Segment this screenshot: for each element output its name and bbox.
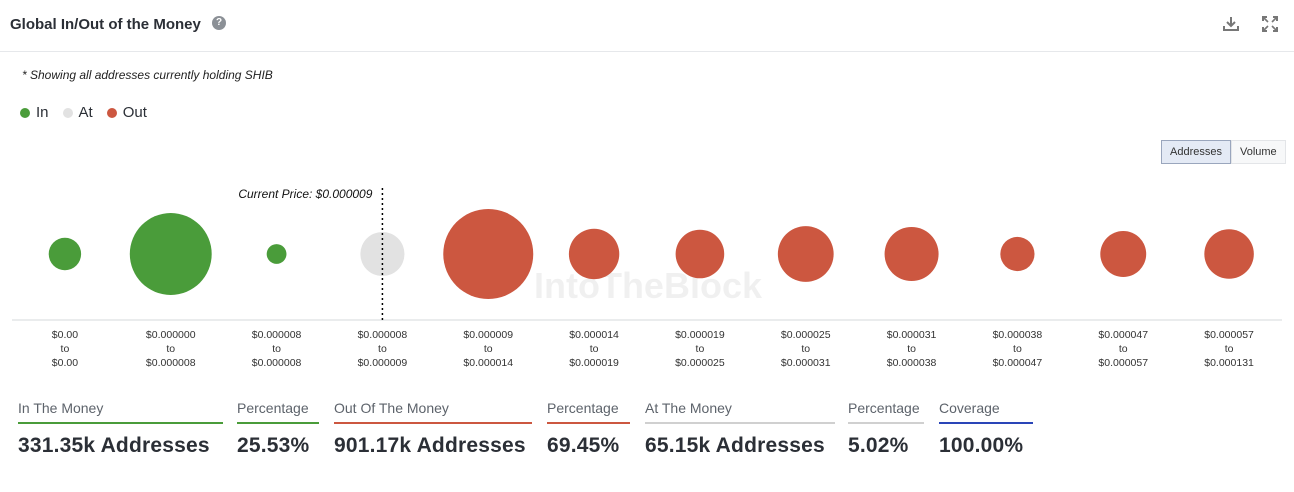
x-tick-label: $0.000038 — [887, 357, 937, 369]
stat-value: 331.35k Addresses — [18, 434, 210, 457]
stat-label: In The Money — [18, 400, 223, 424]
expand-icon[interactable] — [1261, 15, 1279, 33]
stat-in-percentage: Percentage 25.53% — [237, 400, 319, 458]
legend-label-at: At — [78, 104, 93, 121]
x-tick-label: $0.000131 — [1204, 357, 1254, 369]
stat-value: 65.15k Addresses — [645, 434, 825, 457]
bubble-chart: IntoTheBlock $0.00 to $0.00 $0.000000 to $0.00… — [12, 187, 1282, 369]
bubble-in — [48, 237, 82, 271]
legend-item-out[interactable]: Out — [106, 104, 147, 121]
stat-label: Percentage — [848, 400, 924, 424]
x-tick-label: $0.000009 — [463, 329, 513, 341]
x-tick-label: to — [801, 343, 810, 355]
x-tick-label: $0.00 — [52, 329, 78, 341]
x-tick-label: $0.000025 — [675, 357, 725, 369]
watermark-text: IntoTheBlock — [534, 265, 763, 306]
x-tick-label: $0.000031 — [781, 357, 831, 369]
stat-in-the-money: In The Money 331.35k Addresses — [18, 400, 223, 458]
bubble-in — [266, 244, 287, 264]
x-tick-label: $0.000008 — [252, 329, 302, 341]
x-tick-label: to — [166, 343, 175, 355]
stat-value: 25.53% — [237, 434, 310, 457]
stat-label: Percentage — [547, 400, 630, 424]
stat-label: Coverage — [939, 400, 1033, 424]
stat-label: At The Money — [645, 400, 835, 424]
stat-value: 100.00% — [939, 434, 1024, 457]
legend-dot-at — [62, 107, 73, 118]
stat-at-the-money: At The Money 65.15k Addresses — [645, 400, 835, 458]
stat-out-percentage: Percentage 69.45% — [547, 400, 630, 458]
stat-coverage: Coverage 100.00% — [939, 400, 1033, 458]
legend-label-in: In — [36, 104, 49, 121]
bubble-out — [777, 226, 834, 282]
legend-item-at[interactable]: At — [62, 104, 93, 121]
x-tick-label: to — [1225, 343, 1234, 355]
summary-stats: In The Money 331.35k Addresses Percentag… — [0, 400, 1294, 480]
question-circle-icon[interactable]: ? — [212, 16, 226, 30]
legend-dot-in — [20, 107, 30, 118]
bubble-out — [568, 228, 620, 280]
x-tick-label: $0.000009 — [358, 357, 408, 369]
page-title: Global In/Out of the Money — [10, 16, 201, 33]
stat-label: Percentage — [237, 400, 319, 424]
legend-item-in[interactable]: In — [20, 104, 49, 121]
bubble-out — [1204, 229, 1254, 279]
x-tick-label: $0.000047 — [993, 357, 1043, 369]
x-tick-label: $0.00 — [52, 357, 78, 369]
stat-out-of-the-money: Out Of The Money 901.17k Addresses — [334, 400, 532, 458]
volume-toggle-button[interactable]: Volume — [1230, 140, 1286, 164]
legend-label-out: Out — [122, 104, 147, 121]
stat-value: 5.02% — [848, 434, 909, 457]
bubble-out — [884, 227, 939, 281]
x-tick-label: $0.000057 — [1204, 329, 1254, 341]
x-tick-label: $0.000031 — [887, 329, 937, 341]
x-tick-label: $0.000008 — [146, 357, 196, 369]
x-tick-label: $0.000038 — [993, 329, 1043, 341]
x-tick-label: to — [272, 343, 281, 355]
addresses-toggle-button[interactable]: Addresses — [1161, 140, 1231, 164]
x-tick-label: to — [590, 343, 599, 355]
bubble-out — [443, 209, 534, 299]
x-tick-label: to — [378, 343, 387, 355]
x-tick-label: $0.000057 — [1098, 357, 1148, 369]
x-tick-label: to — [907, 343, 916, 355]
stat-label: Out Of The Money — [334, 400, 532, 424]
x-tick-label: $0.000014 — [569, 329, 619, 341]
bubble-out — [1100, 231, 1147, 277]
metric-toggle: Addresses Volume — [1161, 140, 1286, 164]
x-tick-label: $0.000025 — [781, 329, 831, 341]
stat-at-percentage: Percentage 5.02% — [848, 400, 924, 458]
x-tick-label: $0.000008 — [252, 357, 302, 369]
bubble-in — [129, 213, 212, 295]
x-tick-label: to — [61, 343, 70, 355]
stat-value: 69.45% — [547, 434, 620, 457]
bubble-out — [1000, 236, 1035, 272]
x-tick-label: to — [1013, 343, 1022, 355]
current-price-label: Current Price: $0.000009 — [238, 187, 372, 201]
x-tick-label: $0.000019 — [569, 357, 619, 369]
x-tick-label: $0.000000 — [146, 329, 196, 341]
holding-note: * Showing all addresses currently holdin… — [22, 68, 273, 82]
chart-legend: In At Out — [20, 104, 147, 121]
x-tick-label: $0.000019 — [675, 329, 725, 341]
x-tick-label: to — [484, 343, 493, 355]
x-tick-label: to — [1119, 343, 1128, 355]
card-header: Global In/Out of the Money ? — [0, 0, 1294, 52]
x-tick-label: to — [696, 343, 705, 355]
legend-dot-out — [106, 107, 117, 118]
x-tick-label: $0.000047 — [1098, 329, 1148, 341]
bubble-out — [675, 229, 725, 279]
stat-value: 901.17k Addresses — [334, 434, 526, 457]
x-tick-label: $0.000008 — [358, 329, 408, 341]
download-icon[interactable] — [1222, 15, 1240, 33]
x-tick-label: $0.000014 — [463, 357, 513, 369]
